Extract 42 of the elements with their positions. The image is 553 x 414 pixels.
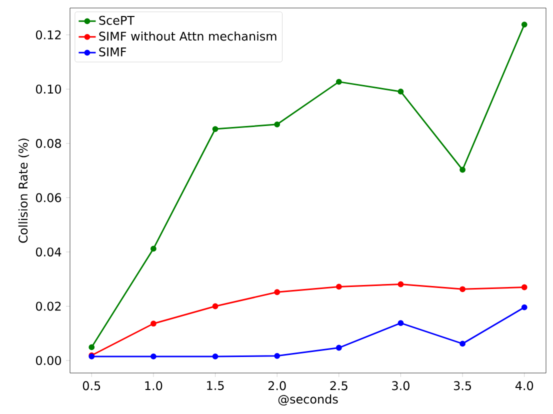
x-tick-label: 4.0	[515, 381, 534, 390]
y-tick-label: 0.12	[36, 30, 61, 40]
point	[212, 126, 218, 132]
point	[150, 320, 156, 327]
point	[274, 352, 280, 359]
point	[398, 320, 404, 326]
legend-label: SIMF without Attn mechanism	[99, 31, 276, 41]
point	[460, 340, 466, 347]
point	[274, 121, 280, 128]
x-tick-label: 2.5	[330, 381, 348, 390]
point	[521, 304, 528, 310]
legend-label: ScePT	[99, 16, 135, 25]
point	[521, 284, 528, 290]
point	[150, 353, 156, 360]
point	[398, 88, 404, 95]
x-tick-label: 1.5	[207, 381, 224, 390]
x-tick-label: 2.0	[268, 381, 286, 390]
y-tick-label: 0.02	[36, 302, 61, 311]
point	[212, 353, 218, 360]
y-tick-label: 0.08	[36, 138, 61, 148]
x-axis-title: @seconds	[278, 394, 338, 406]
y-tick-label: 0.06	[36, 193, 62, 202]
x-tick-label: 3.5	[454, 381, 472, 390]
point	[336, 284, 342, 290]
point	[460, 166, 466, 173]
point	[460, 286, 466, 292]
point	[274, 289, 280, 296]
x-tick-label: 0.5	[82, 381, 100, 390]
point	[336, 344, 342, 351]
point	[150, 246, 156, 252]
x-tick-label: 3.0	[392, 381, 410, 390]
point	[398, 281, 404, 288]
y-axis-title: Collision Rate (%)	[18, 138, 30, 243]
point	[336, 78, 342, 85]
y-tick-label: 0.10	[36, 84, 62, 94]
legend-label: SIMF	[99, 47, 126, 56]
x-tick-label: 1.0	[145, 381, 162, 390]
point	[88, 344, 95, 350]
point	[521, 22, 528, 28]
y-tick-label: 0.00	[36, 356, 62, 366]
y-tick-label: 0.04	[36, 247, 62, 256]
point	[212, 303, 218, 310]
